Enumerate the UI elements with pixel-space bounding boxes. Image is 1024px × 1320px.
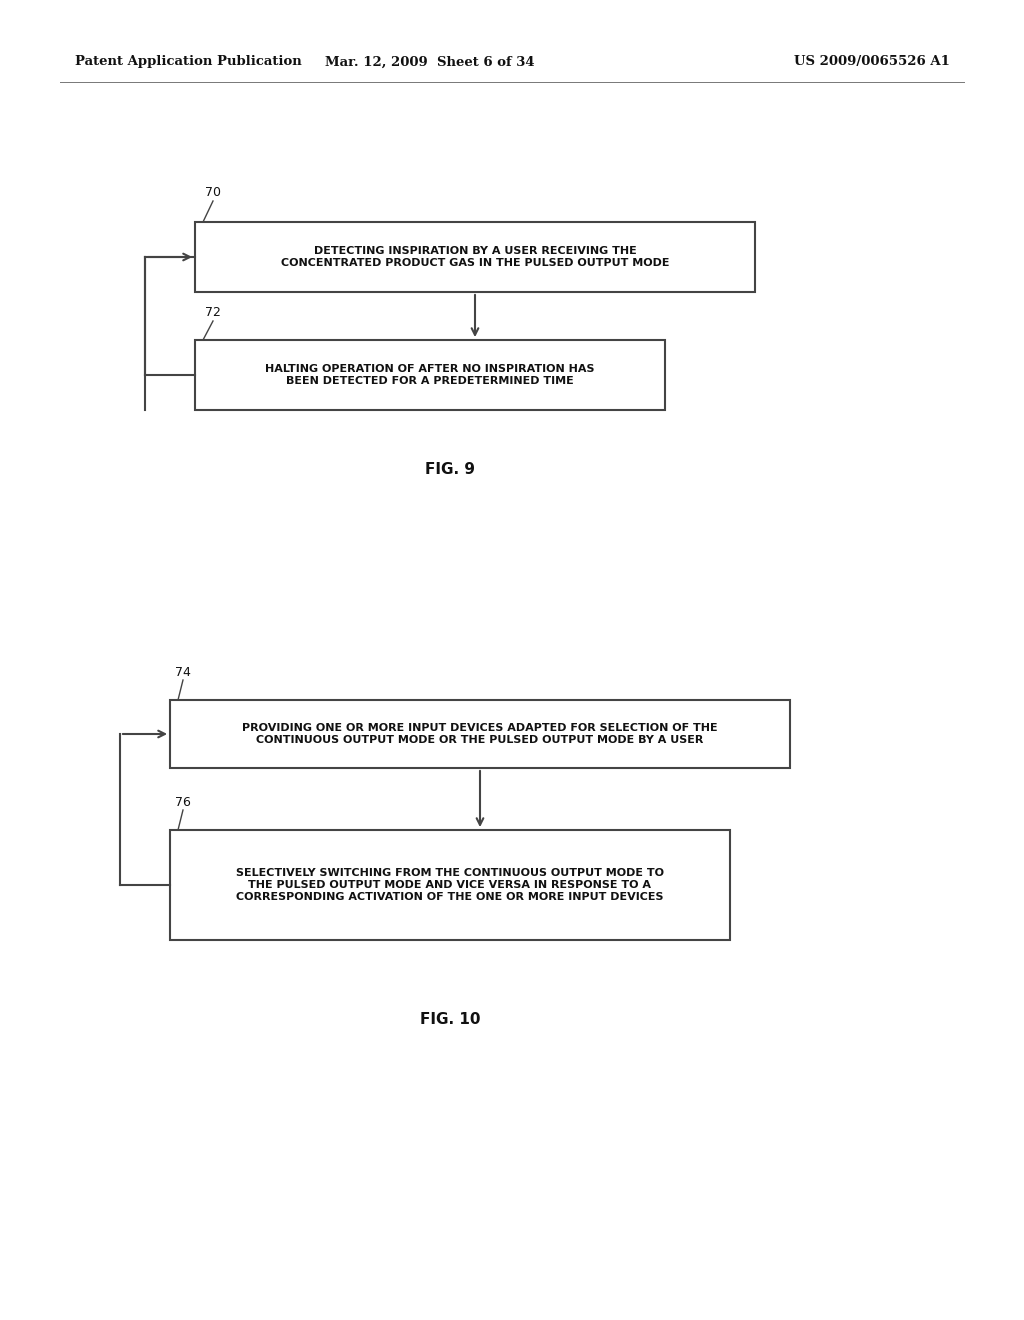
Text: SELECTIVELY SWITCHING FROM THE CONTINUOUS OUTPUT MODE TO
THE PULSED OUTPUT MODE : SELECTIVELY SWITCHING FROM THE CONTINUOU… <box>236 869 664 902</box>
Text: Patent Application Publication: Patent Application Publication <box>75 55 302 69</box>
Text: 70: 70 <box>205 186 221 199</box>
Text: 74: 74 <box>175 665 190 678</box>
Text: PROVIDING ONE OR MORE INPUT DEVICES ADAPTED FOR SELECTION OF THE
CONTINUOUS OUTP: PROVIDING ONE OR MORE INPUT DEVICES ADAP… <box>243 723 718 744</box>
Bar <box>195 222 755 292</box>
Text: US 2009/0065526 A1: US 2009/0065526 A1 <box>795 55 950 69</box>
Text: HALTING OPERATION OF AFTER NO INSPIRATION HAS
BEEN DETECTED FOR A PREDETERMINED : HALTING OPERATION OF AFTER NO INSPIRATIO… <box>265 364 595 385</box>
Text: FIG. 10: FIG. 10 <box>420 1012 480 1027</box>
Text: 76: 76 <box>175 796 190 808</box>
Text: DETECTING INSPIRATION BY A USER RECEIVING THE
CONCENTRATED PRODUCT GAS IN THE PU: DETECTING INSPIRATION BY A USER RECEIVIN… <box>281 247 670 268</box>
Text: Mar. 12, 2009  Sheet 6 of 34: Mar. 12, 2009 Sheet 6 of 34 <box>326 55 535 69</box>
Text: 72: 72 <box>205 306 221 319</box>
Text: FIG. 9: FIG. 9 <box>425 462 475 478</box>
Bar <box>170 830 730 940</box>
Bar <box>170 700 790 768</box>
Bar <box>195 341 665 411</box>
